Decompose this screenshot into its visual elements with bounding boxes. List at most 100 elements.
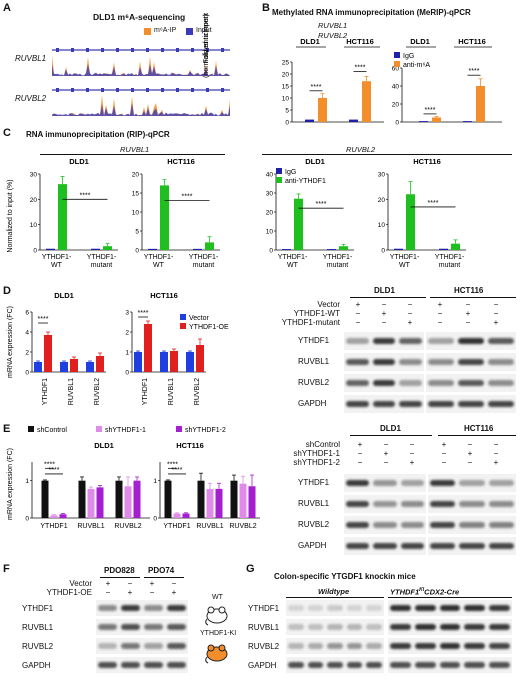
blot-f-condition-mark: − <box>105 588 111 597</box>
ruvbl2-track-exon <box>221 88 224 92</box>
panel-d-ylabel: mRNA expression (FC) <box>7 306 14 378</box>
blot-f-condition-label: Vector <box>69 579 92 588</box>
c-ruvbl2-dld1-bar-YTHDF1-WT-IgG <box>282 249 291 250</box>
blot-e-row-label: RUVBL1 <box>298 499 330 508</box>
e-dld1-x-label: YTHDF1 <box>40 523 67 530</box>
blot-g-band <box>390 624 411 630</box>
c-ruvbl2-dld1-x-label: YTHDF1- <box>323 254 353 261</box>
blot-e-strip <box>344 474 426 492</box>
blot-e-band <box>430 501 456 507</box>
blot-d-band <box>428 338 454 344</box>
merip-chart-ruvbl1: Fold enrichment(normalized to input) 0 5 10… <box>203 13 384 127</box>
e-dld1-y-tick-label: 0 <box>25 516 29 523</box>
c-ruvbl2-hct116-bar-YTHDF1-mutant-anti-YTHDF1 <box>451 243 460 250</box>
b-ruvbl2-sig-label: **** <box>425 107 436 114</box>
panel-g-group-1-line <box>286 597 384 598</box>
b-ruvbl2-y-tick-label: 40 <box>392 84 400 91</box>
panel-b-gene-2: RUVBL2 <box>318 31 348 40</box>
blot-d-row-label: GAPDH <box>298 399 327 408</box>
blot-e-condition-mark: − <box>409 449 415 458</box>
m6a-seq-tracks <box>52 48 230 116</box>
c-ruvbl2-dld1-y-tick-label: 20 <box>266 210 274 217</box>
blot-f-strip <box>96 657 188 673</box>
panel-g-group-2-gene: YTHDF1 <box>390 587 420 597</box>
blot-d-strip <box>426 395 516 413</box>
ruvbl2-track-input-signal <box>52 103 230 116</box>
legend-anti-ythdf1-label: anti-YTHDF1 <box>285 178 326 185</box>
blot-g-band <box>439 624 461 630</box>
blot-e-strip <box>428 537 516 555</box>
d-hct116-bar-RUVBL1-YTHDF1-OE <box>170 351 178 372</box>
blot-g-band <box>366 662 382 668</box>
e-hct116-x-label: YTHDF1 <box>163 523 190 530</box>
ruvbl2-track-exon <box>71 88 74 92</box>
legend-swatch-vector <box>180 314 186 320</box>
blot-d-condition-mark: − <box>407 309 413 318</box>
d-hct116-bar-RUVBL1-Vector <box>160 352 168 372</box>
blot-e-condition-mark: − <box>493 440 499 449</box>
blot-d-band <box>428 401 454 407</box>
blot-g-band <box>439 605 461 611</box>
track-label-ruvbl1: RUVBL1 <box>15 54 47 63</box>
c-ruvbl2-dld1-y-tick-label: 30 <box>266 191 274 198</box>
legend-label-shYTHDF1-1: shYTHDF1-1 <box>105 427 146 434</box>
panel-label-b: B <box>262 2 270 14</box>
blot-f-row-label: GAPDH <box>22 661 51 670</box>
blot-f-band <box>167 605 186 611</box>
blot-d-condition-label: YTHDF1-mutant <box>281 318 340 327</box>
blot-g-band <box>307 643 324 649</box>
ruvbl1-track-exon <box>56 48 59 52</box>
b-ruvbl1-y-tick-label: 25 <box>282 60 290 67</box>
blot-d-strip <box>426 374 516 392</box>
panel-c-gene-2-line <box>262 154 512 155</box>
legend-swatch-ythdf1-oe <box>180 323 186 329</box>
c-ruvbl2-dld1-y-tick-label: 0 <box>269 248 273 255</box>
c-ruvbl1-hct116-x-label: mutant <box>193 262 214 269</box>
blot-e-header-line <box>350 435 432 436</box>
panel-g-title: Colon-specific YTGDF1 knockin mice <box>274 572 416 581</box>
rip-qpcr-charts: Normalized to input (%) DLD1 0 10 20 30 YTHDF1… <box>7 157 466 269</box>
blot-e-band <box>346 480 370 486</box>
panel-c-title: RNA immunoprecipitation (RIP)-qPCR <box>26 130 170 139</box>
blot-e-condition-mark: + <box>409 458 415 467</box>
panel-g-group-2-sup: KI <box>419 587 425 593</box>
blot-f-band <box>144 624 163 630</box>
blot-e-band <box>346 543 370 549</box>
blot-e-band <box>373 480 397 486</box>
blot-e-condition-mark: − <box>467 440 473 449</box>
b-ruvbl1-bar-DLD1-IgG <box>305 119 314 122</box>
blot-e-band <box>400 480 424 486</box>
blot-e-band <box>346 501 370 507</box>
ruvbl2-track-ip-signal <box>52 95 230 116</box>
legend-ip-label: m⁶A-IP <box>154 27 177 34</box>
ruvbl1-track-exon <box>86 48 89 52</box>
d-dld1-bar-YTHDF1-Vector <box>34 362 42 372</box>
blot-d-condition-mark: + <box>407 318 413 327</box>
c-ruvbl1-hct116-y-tick-label: 10 <box>132 210 140 217</box>
blot-d-header-line <box>350 297 426 298</box>
panel-label-e: E <box>3 423 11 435</box>
blot-g-band <box>464 624 486 630</box>
blot-f-header-line <box>144 577 184 578</box>
blot-f-header: PDO828 <box>104 566 135 575</box>
c-ruvbl1-dld1-bar-YTHDF1-WT-anti-YTHDF1 <box>58 184 67 250</box>
b-ruvbl1-bar-DLD1-anti-m⁶A <box>318 98 327 122</box>
e-hct116-bar-YTHDF1-shYTHDF1-2 <box>182 513 190 518</box>
panel-b2-cell-1: DLD1 <box>410 37 430 46</box>
b-ruvbl2-bar-DLD1-IgG <box>419 121 428 122</box>
blot-g-strip <box>388 600 512 616</box>
blot-e-condition-mark: − <box>383 440 389 449</box>
panel-d-cell-1: DLD1 <box>54 291 74 300</box>
blot-e-condition-mark: + <box>493 458 499 467</box>
blot-f-band <box>98 643 117 649</box>
e-dld1-bar-RUVBL1-shYTHDF1-1 <box>87 488 95 518</box>
ruvbl2-track-exon <box>146 88 149 92</box>
ruvbl1-track-exon <box>116 48 119 52</box>
b-ruvbl1-sig-label: **** <box>355 65 366 72</box>
blot-g-band <box>327 624 343 630</box>
d-dld1-bar-RUVBL1-YTHDF1-OE <box>70 359 78 372</box>
c-ruvbl2-hct116-cell-label: HCT116 <box>413 157 441 166</box>
blot-d-band <box>458 401 484 407</box>
blot-d-band <box>428 380 454 386</box>
blot-g-band <box>414 624 436 630</box>
